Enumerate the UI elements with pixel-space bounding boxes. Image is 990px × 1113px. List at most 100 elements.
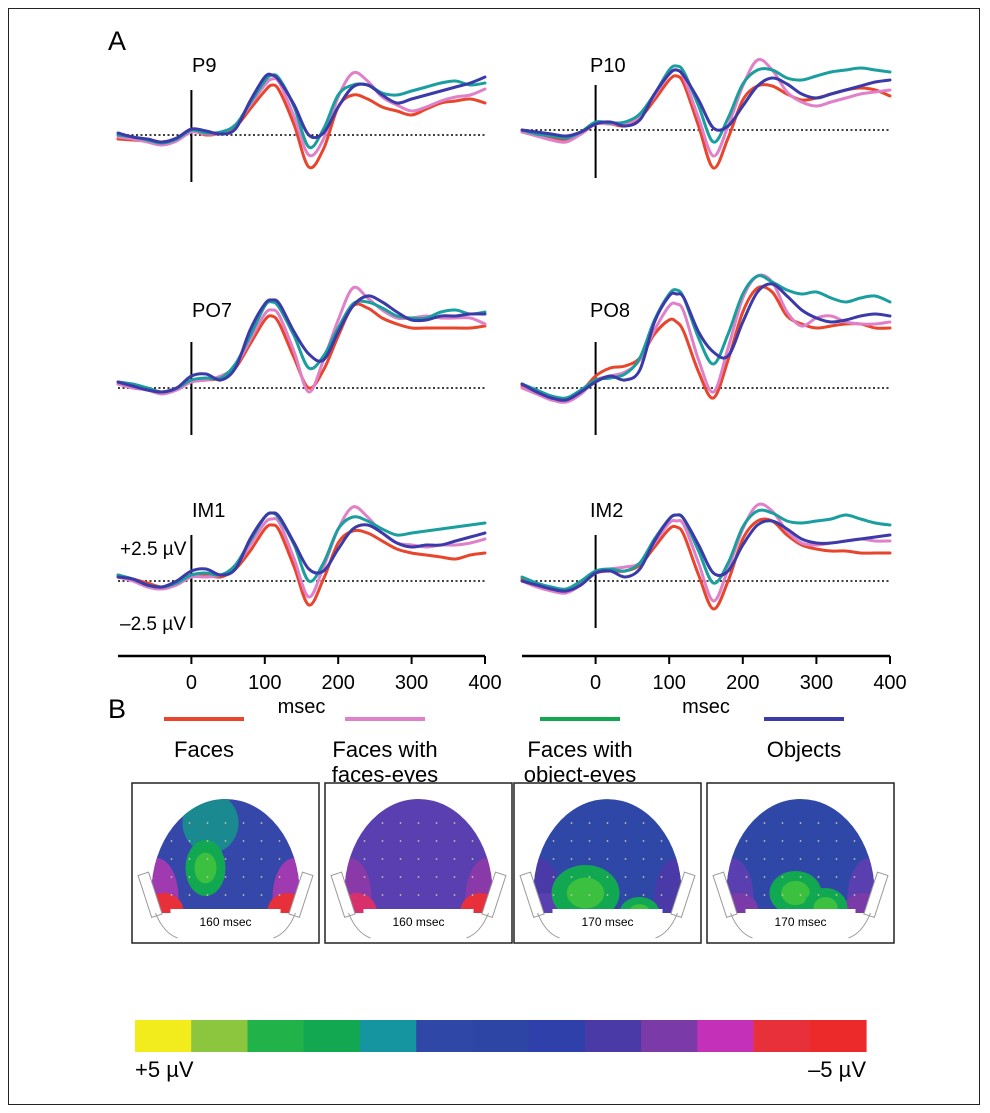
scalp-region: [619, 897, 660, 913]
electrode-dot: [853, 840, 856, 842]
scale-plus-label: +2.5 µV: [120, 539, 187, 560]
electrode-dot: [242, 876, 245, 878]
electrode-dot: [206, 876, 209, 878]
topomap-faces-with-object-eyes: 170 msec: [513, 782, 702, 944]
electrode-dot: [453, 840, 456, 842]
series-line-faces-with-faces-eyes: [116, 70, 487, 158]
electrode-dot: [799, 876, 802, 878]
electrode-dot: [606, 876, 609, 878]
erp-panel-p10: P10: [520, 55, 892, 178]
electrode-dot: [835, 822, 838, 824]
electrode-dot: [435, 822, 438, 824]
topomap-time-label: 170 msec: [581, 915, 633, 929]
x-axis-title: msec: [278, 696, 326, 718]
electrode-dot: [242, 858, 245, 860]
electrode-dot: [570, 840, 573, 842]
electrode-dot: [853, 876, 856, 878]
electrode-dot: [417, 822, 420, 824]
electrode-dot: [224, 840, 227, 842]
electrode-dot: [763, 858, 766, 860]
series-line-faces-with-faces-eyes: [116, 285, 487, 396]
electrode-dot: [552, 840, 555, 842]
electrode-dot: [206, 840, 209, 842]
electrode-dot: [763, 822, 766, 824]
electrode-dot: [624, 840, 627, 842]
electrode-dot: [745, 840, 748, 842]
electrode-dot: [224, 822, 227, 824]
electrode-dot: [188, 822, 191, 824]
electrode-dot: [606, 894, 609, 896]
electrode-dot: [624, 894, 627, 896]
electrode-dot: [781, 840, 784, 842]
electrode-label-p10: P10: [590, 55, 626, 77]
tick-label: 400: [873, 672, 906, 694]
electrode-dot: [642, 822, 645, 824]
neck-line-right: [848, 912, 871, 939]
electrode-dot: [242, 840, 245, 842]
topomap-time-label: 160 msec: [392, 915, 444, 929]
electrode-dot: [381, 858, 384, 860]
scalp-region: [781, 880, 810, 906]
neck-line-left: [537, 912, 560, 939]
tick-label: 400: [468, 672, 501, 694]
time-axis-right: 0 100 200 300 400 msec: [522, 654, 907, 718]
time-label-bg: [552, 909, 663, 931]
legend-label: Faces with: [527, 737, 632, 762]
electrode-dot: [417, 858, 420, 860]
colorbar-segment: [359, 1020, 417, 1052]
legend-item-objects: Objects: [764, 717, 844, 762]
neck-line-right: [655, 912, 678, 939]
electrode-dot: [660, 876, 663, 878]
electrode-dot: [817, 822, 820, 824]
electrode-dot: [763, 840, 766, 842]
erp-panel-po7: PO7: [116, 285, 487, 435]
tick-label: 300: [395, 672, 428, 694]
electrode-dot: [606, 840, 609, 842]
voltage-colorbar: +5 µV –5 µV: [135, 1020, 867, 1082]
colorbar-segment: [303, 1020, 361, 1052]
electrode-dot: [224, 876, 227, 878]
time-label-bg: [745, 909, 856, 931]
electrode-dot: [642, 876, 645, 878]
electrode-dot: [642, 894, 645, 896]
electrode-dot: [763, 894, 766, 896]
electrode-dot: [278, 840, 281, 842]
electrode-dot: [624, 822, 627, 824]
topomap-faces: 160 msec: [131, 782, 320, 944]
electrode-dot: [624, 858, 627, 860]
tick-label: 0: [590, 672, 601, 694]
electrode-dot: [781, 876, 784, 878]
legend-label: Faces with: [332, 737, 437, 762]
erp-panel-po8: PO8: [520, 273, 892, 435]
electrode-dot: [552, 876, 555, 878]
tick-label: 100: [653, 672, 686, 694]
electrode-dot: [435, 840, 438, 842]
series-line-faces-with-faces-eyes: [520, 57, 892, 158]
tick-label: 200: [322, 672, 355, 694]
electrode-dot: [206, 894, 209, 896]
electrode-dot: [642, 840, 645, 842]
electrode-dot: [606, 858, 609, 860]
tick-label: 200: [726, 672, 759, 694]
neck-line-right: [466, 912, 489, 939]
panel-b-label: B: [108, 694, 126, 724]
electrode-dot: [453, 894, 456, 896]
topomap-time-label: 160 msec: [199, 915, 251, 929]
neck-line-right: [273, 912, 296, 939]
electrode-dot: [278, 876, 281, 878]
electrode-dot: [817, 858, 820, 860]
x-axis-title: msec: [682, 696, 730, 718]
electrode-label-im2: IM2: [590, 500, 623, 522]
electrode-dot: [570, 876, 573, 878]
electrode-label-p9: P9: [192, 55, 216, 77]
electrode-dot: [799, 822, 802, 824]
electrode-dot: [799, 858, 802, 860]
topomap-faces-with-faces-eyes: 160 msec: [324, 782, 513, 944]
electrode-dot: [381, 822, 384, 824]
electrode-dot: [170, 876, 173, 878]
electrode-dot: [453, 876, 456, 878]
colorbar-max-label: –5 µV: [808, 1057, 866, 1082]
electrode-dot: [552, 858, 555, 860]
